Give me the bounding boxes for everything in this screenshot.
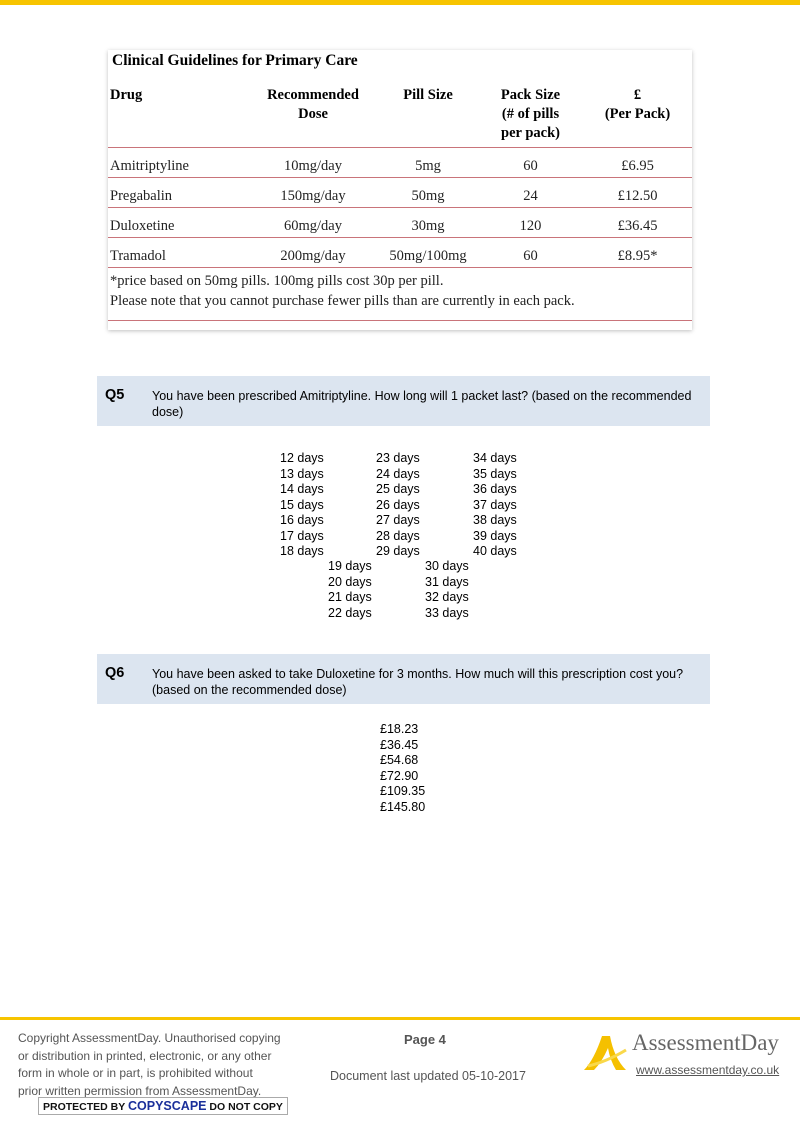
- website-link[interactable]: www.assessmentday.co.uk: [636, 1063, 780, 1077]
- option-item: 26 days: [376, 497, 420, 512]
- option-item: 31 days: [425, 574, 469, 589]
- top-accent-bar: [0, 0, 800, 5]
- table-cell: 60mg/day: [248, 207, 378, 238]
- option-item: 28 days: [376, 528, 420, 543]
- option-item: 36 days: [473, 482, 517, 496]
- option-item: Copyright AssessmentDay. Unauthorised co…: [18, 1031, 281, 1045]
- column-header: Recommended Dose: [248, 86, 378, 148]
- option-item: form in whole or in part, is prohibited …: [18, 1066, 253, 1080]
- table-cell: 120: [478, 207, 583, 238]
- option-item: 19 days: [328, 559, 372, 573]
- option-item: £145.80: [380, 799, 426, 814]
- option-item: 33 days: [425, 605, 469, 620]
- divider: [108, 320, 692, 321]
- option-item: 29 days: [376, 544, 420, 558]
- table-cell: 50mg/100mg: [378, 237, 478, 268]
- option-item: 35 days: [473, 466, 517, 481]
- column-header: Drug: [108, 86, 248, 148]
- question-text: You have been prescribed Amitriptyline. …: [152, 389, 692, 419]
- option-item: 30 days: [425, 559, 469, 573]
- option-item: or distribution in printed, electronic, …: [18, 1048, 272, 1063]
- option-item: 17 days: [280, 528, 324, 543]
- table-cell: 60: [478, 147, 583, 178]
- option-item: £109.35: [380, 784, 426, 798]
- option-item: 32 days: [425, 590, 469, 604]
- copyright-text: Copyright AssessmentDay. Unauthorised co…: [18, 1030, 281, 1100]
- column-header: £ (Per Pack): [583, 86, 692, 148]
- question-5: Q5 You have been prescribed Amitriptylin…: [97, 376, 710, 426]
- table-cell: £36.45: [583, 207, 692, 238]
- last-updated: Document last updated 05-10-2017: [330, 1069, 526, 1083]
- page-number: Page 4: [404, 1032, 446, 1047]
- table-cell: 50mg: [378, 177, 478, 208]
- q5-options-col2: 23 days 24 days 25 days 26 days 27 days 28 da…: [376, 451, 420, 560]
- table-row: Tramadol 200mg/day 50mg/100mg 60 £8.95*: [108, 237, 692, 268]
- copyscape-badge[interactable]: PROTECTED BY COPYSCAPE DO NOT COPY: [38, 1097, 288, 1115]
- clinical-guidelines-table-image: Clinical Guidelines for Primary Care Dru…: [108, 50, 692, 330]
- option-item: 24 days: [376, 466, 420, 481]
- q6-options: £18.23 £36.45 £54.68 £72.90 £109.35 £145.80: [380, 722, 425, 815]
- option-item: 12 days: [280, 451, 324, 465]
- q5-options-col1: 12 days 13 days 14 days 15 days 16 days 17 da…: [280, 451, 324, 560]
- q5-options-col3: 34 days 35 days 36 days 37 days 38 days 39 da…: [473, 451, 517, 560]
- q5-options-col5: 30 days 31 days 32 days 33 days: [425, 559, 469, 621]
- guidelines-table: Drug Recommended Dose Pill Size Pack Size (# …: [108, 86, 692, 268]
- price-note: *price based on 50mg pills. 100mg pills …: [110, 273, 444, 289]
- option-item: 38 days: [473, 513, 517, 527]
- q5-options-col4: 19 days 20 days 21 days 22 days: [328, 559, 372, 621]
- table-cell: Tramadol: [108, 237, 248, 268]
- table-row: Pregabalin 150mg/day 50mg 24 £12.50: [108, 177, 692, 208]
- table-cell: Duloxetine: [108, 207, 248, 238]
- table-cell: 24: [478, 177, 583, 208]
- option-item: 18 days: [280, 544, 324, 558]
- option-item: 13 days: [280, 466, 324, 481]
- option-item: 23 days: [376, 451, 420, 465]
- option-item: 20 days: [328, 574, 372, 589]
- option-item: 34 days: [473, 451, 517, 465]
- option-item: £72.90: [380, 768, 419, 783]
- question-6: Q6 You have been asked to take Duloxetin…: [97, 654, 710, 704]
- table-row: Duloxetine 60mg/day 30mg 120 £36.45: [108, 207, 692, 238]
- option-item: prior written permission from Assessment…: [18, 1083, 262, 1098]
- option-item: 40 days: [473, 544, 517, 558]
- assessmentday-logo-icon: [584, 1036, 627, 1070]
- footer-accent-bar: [0, 1017, 800, 1020]
- option-item: 21 days: [328, 590, 372, 604]
- table-cell: 150mg/day: [248, 177, 378, 208]
- question-text: You have been asked to take Duloxetine f…: [152, 667, 684, 697]
- option-item: 22 days: [328, 605, 372, 620]
- logo-text: AssessmentDay: [632, 1030, 779, 1055]
- option-item: £18.23: [380, 722, 419, 736]
- table-cell: 200mg/day: [248, 237, 378, 268]
- table-row: Amitriptyline 10mg/day 5mg 60 £6.95: [108, 147, 692, 178]
- option-item: 16 days: [280, 513, 324, 527]
- column-header: Pill Size: [378, 86, 478, 148]
- table-title: Clinical Guidelines for Primary Care: [112, 52, 358, 69]
- question-number: Q6: [105, 665, 125, 681]
- column-header: Pack Size (# of pills per pack): [478, 86, 583, 148]
- table-cell: Pregabalin: [108, 177, 248, 208]
- option-item: 39 days: [473, 528, 517, 543]
- option-item: 27 days: [376, 513, 420, 527]
- table-notes: *price based on 50mg pills. 100mg pills …: [110, 272, 575, 311]
- question-number: Q5: [105, 387, 125, 403]
- table-cell: £8.95*: [583, 237, 692, 268]
- table-cell: £12.50: [583, 177, 692, 208]
- option-item: 25 days: [376, 482, 420, 496]
- table-cell: 60: [478, 237, 583, 268]
- table-cell: 30mg: [378, 207, 478, 238]
- option-item: £54.68: [380, 753, 419, 767]
- option-item: 37 days: [473, 497, 517, 512]
- option-item: £36.45: [380, 737, 419, 752]
- pack-note: Please note that you cannot purchase few…: [110, 292, 575, 309]
- option-item: 14 days: [280, 482, 324, 496]
- table-cell: £6.95: [583, 147, 692, 178]
- table-cell: Amitriptyline: [108, 147, 248, 178]
- table-cell: 5mg: [378, 147, 478, 178]
- table-cell: 10mg/day: [248, 147, 378, 178]
- option-item: 15 days: [280, 497, 324, 512]
